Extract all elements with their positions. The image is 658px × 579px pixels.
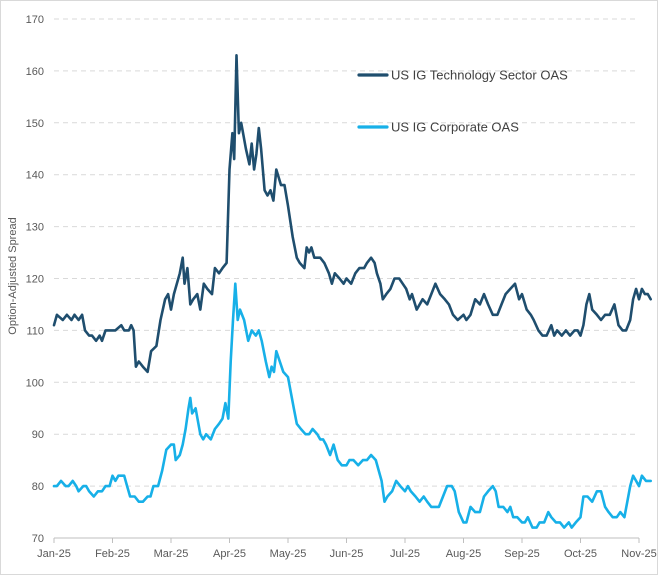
series-line-corporate-oas	[52, 282, 652, 529]
y-tick-label: 170	[26, 14, 44, 26]
y-tick-label: 120	[26, 274, 44, 286]
y-axis-ticks: 70 80 90 100 110 120 130 140 150 160 170	[26, 14, 44, 545]
y-axis-label: Option-Adjusted Spread	[7, 217, 19, 334]
y-tick-label: 100	[26, 377, 44, 389]
x-tick-label: Feb-25	[95, 548, 130, 560]
legend-label: US IG Corporate OAS	[391, 120, 519, 135]
legend-label: US IG Technology Sector OAS	[391, 68, 568, 83]
y-tick-label: 80	[32, 481, 44, 493]
x-tick-label: Oct-25	[564, 548, 597, 560]
x-tick-label: Mar-25	[154, 548, 189, 560]
y-tick-label: 110	[26, 325, 44, 337]
x-axis-ticks: Jan-25 Feb-25 Mar-25 Apr-25 May-25 Jun-25 Jul-…	[37, 538, 657, 560]
x-tick-label: Apr-25	[213, 548, 246, 560]
x-tick-label: May-25	[270, 548, 307, 560]
x-tick-label: Nov-25	[621, 548, 656, 560]
y-tick-label: 150	[26, 118, 44, 130]
x-tick-label: Jul-25	[390, 548, 420, 560]
x-tick-label: Aug-25	[446, 548, 481, 560]
y-tick-label: 130	[26, 222, 44, 234]
x-tick-label: Jan-25	[37, 548, 71, 560]
y-tick-label: 90	[32, 429, 44, 441]
gridlines	[54, 18, 639, 539]
legend: US IG Technology Sector OAS US IG Corpora…	[357, 68, 568, 135]
y-tick-label: 70	[32, 533, 44, 545]
y-tick-label: 140	[26, 170, 44, 182]
series-line-tech-oas	[52, 54, 652, 374]
x-tick-label: Sep-25	[504, 548, 539, 560]
y-tick-label: 160	[26, 66, 44, 78]
series-lines	[52, 54, 652, 529]
x-tick-label: Jun-25	[330, 548, 364, 560]
